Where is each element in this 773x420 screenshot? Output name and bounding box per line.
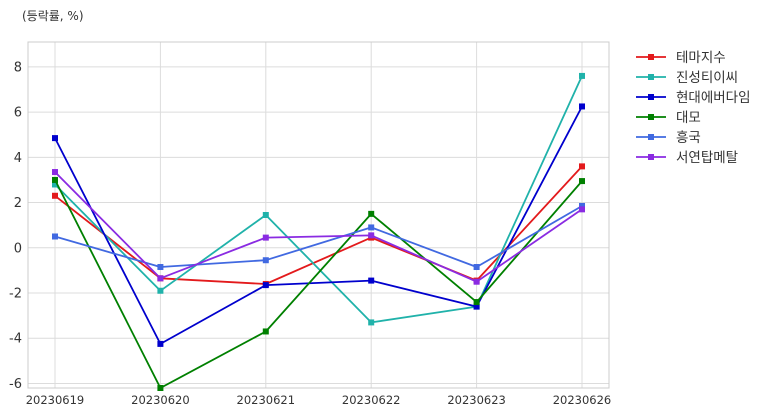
legend-item: 대모 [636,110,701,126]
legend-item: 흥국 [636,130,701,146]
series-point [157,340,164,347]
legend-marker [648,134,654,140]
series-line [54,205,583,268]
legend-label: 대모 [676,110,701,126]
x-tick-label: 20230619 [26,393,85,407]
x-tick-label: 20230623 [447,393,506,407]
series-point [52,192,58,199]
y-tick-label: 6 [14,106,22,121]
legend-item: 현대에버다임 [636,90,751,106]
series-point [157,275,164,282]
legend-label: 서연탑메탈 [676,150,738,166]
series-point [52,135,58,142]
series-point [262,257,269,264]
legend-label: 진성티이씨 [676,70,738,86]
series-point [579,178,585,185]
y-tick-label: 8 [14,60,22,75]
x-tick-label: 20230622 [342,393,401,407]
series-point [579,103,585,110]
y-tick-label: -4 [9,332,22,347]
series-point [473,278,480,285]
series-point [473,299,480,306]
series-line [54,171,583,283]
series-line [54,179,583,389]
x-tick-label: 20230620 [131,393,190,407]
series-point [262,282,269,289]
series-point [157,287,164,294]
legend-label: 현대에버다임 [676,90,751,106]
series-point [473,303,480,310]
series-point [52,169,58,176]
series-point [368,224,375,231]
plot-frame [27,41,610,389]
y-tick-label: -6 [9,377,22,392]
series-point [52,176,58,183]
legend-item: 진성티이씨 [636,70,738,86]
series-point [368,232,375,239]
legend-marker [648,94,654,100]
series-point [52,233,58,240]
x-tick-label: 20230621 [237,393,296,407]
legend-label: 테마지수 [676,50,726,66]
legend-marker [648,154,654,160]
series-point [262,234,269,241]
legend-label: 흥국 [676,130,701,146]
series-point [579,202,585,209]
y-tick-label: -2 [9,287,22,302]
series-line [54,75,583,324]
x-tick-label: 20230626 [553,393,612,407]
plot-area: -6 -4 -2 0 2 4 6 8 20230619 20230620 20230621 20230… [9,41,612,407]
series-point [579,163,585,170]
series-point [579,206,585,213]
unit-label: (등락률, %) [22,9,84,23]
y-tick-label: 4 [14,151,22,166]
legend-marker [648,54,654,60]
legend-marker [648,114,654,120]
series-point [579,72,585,79]
y-tick-label: 2 [14,196,22,211]
series-point [157,264,164,271]
y-tick-label: 0 [14,241,22,256]
series-point [157,385,164,391]
series-point [262,328,269,335]
series-point [368,319,375,326]
legend-marker [648,74,654,80]
series-point [52,181,58,188]
series-point [368,277,375,284]
series-line [54,106,583,345]
series-line [54,165,583,285]
series-point [368,210,375,217]
series-point [473,264,480,271]
series-point [262,212,269,218]
legend-item: 서연탑메탈 [636,150,738,166]
legend-item: 테마지수 [636,50,726,66]
